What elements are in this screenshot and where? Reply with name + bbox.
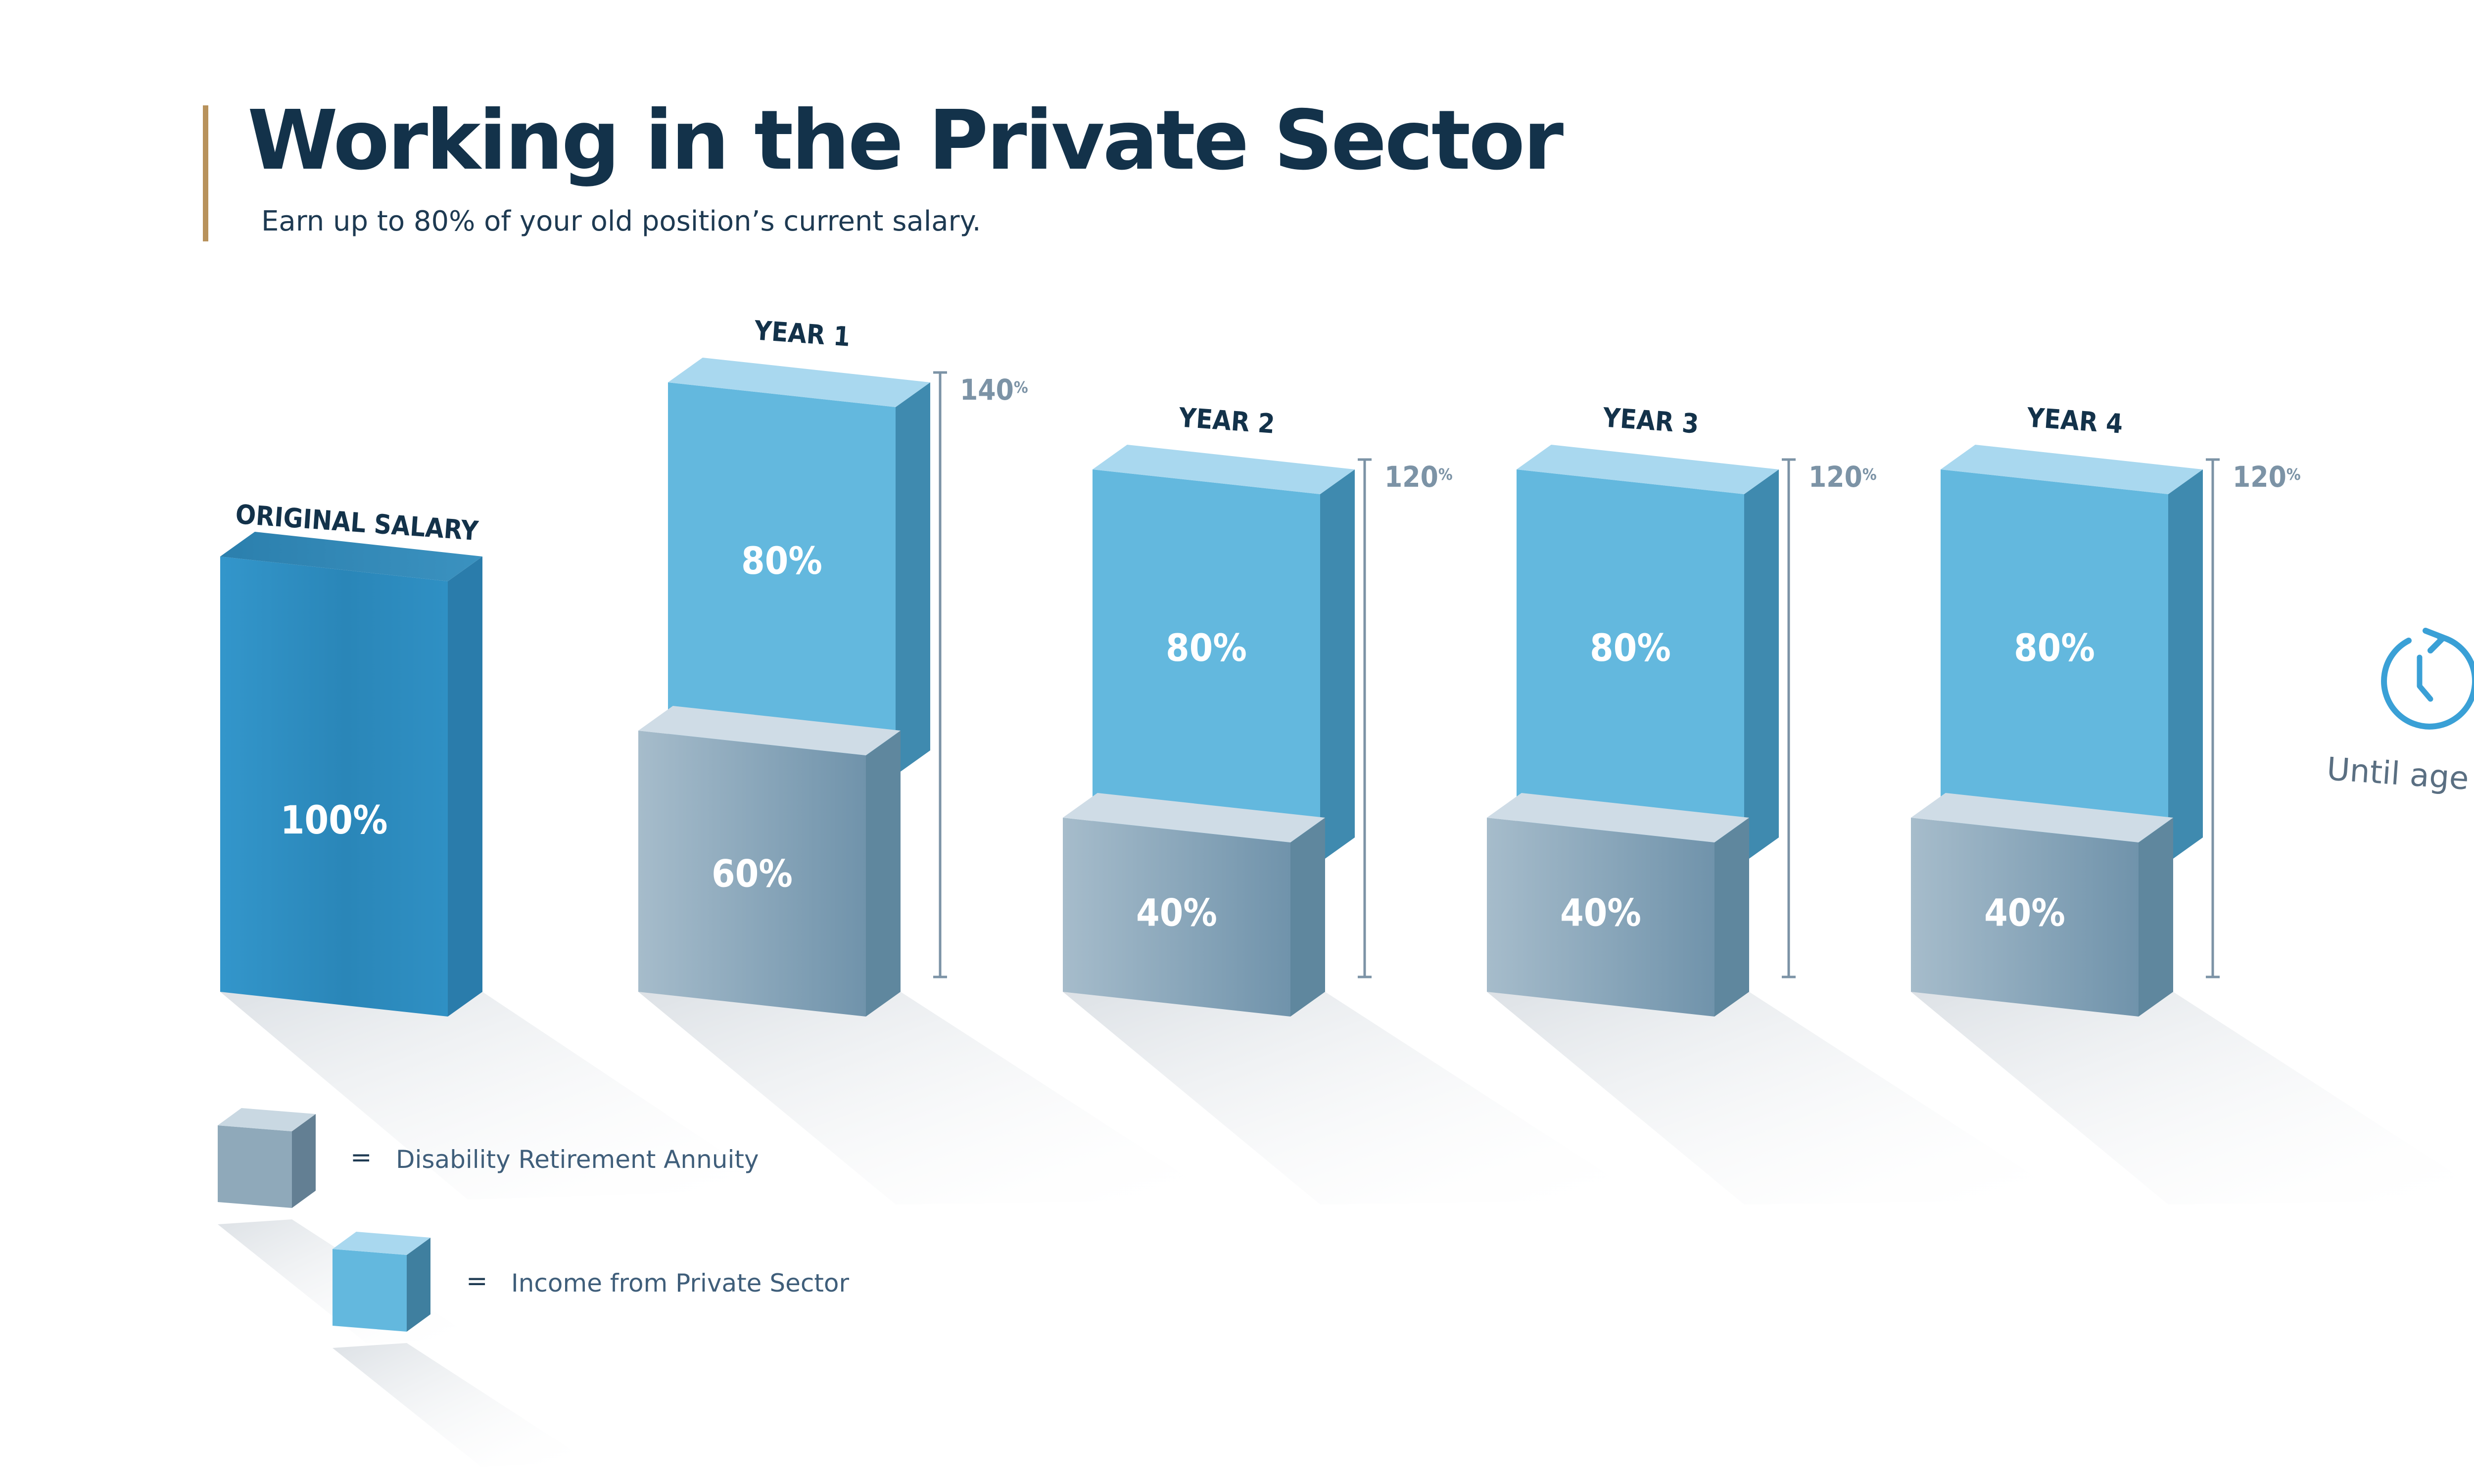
annuity-bar-side bbox=[866, 731, 901, 1017]
original-salary-bar-top bbox=[220, 532, 482, 581]
shadow bbox=[220, 992, 779, 1200]
value-label-annuity: 60% bbox=[712, 851, 793, 895]
private-sector-bar-top bbox=[1093, 445, 1355, 494]
private-sector-bar-top bbox=[1517, 445, 1779, 494]
annuity-bar-front bbox=[1911, 818, 2139, 1017]
annuity-bar-side bbox=[1290, 818, 1325, 1017]
total-label: 120% bbox=[2233, 460, 2301, 494]
bar-shadows bbox=[218, 992, 2474, 1467]
shadow bbox=[1063, 992, 1647, 1205]
clock-refresh-icon bbox=[2381, 628, 2474, 730]
legend-equals: = bbox=[466, 1266, 488, 1296]
value-label-annuity: 40% bbox=[1136, 891, 1217, 935]
private-sector-bar-side bbox=[2168, 469, 2203, 862]
total-label: 120% bbox=[1384, 460, 1453, 494]
legend-equals: = bbox=[350, 1143, 372, 1172]
annuity-bar-side bbox=[2139, 818, 2173, 1017]
legend-shadow bbox=[333, 1343, 590, 1467]
title-accent-bar bbox=[203, 105, 208, 241]
original-salary-bar-side bbox=[448, 556, 482, 1017]
page-title: Working in the Private Sector bbox=[247, 93, 1564, 188]
private-sector-bar-side bbox=[896, 382, 930, 775]
grey-cube-icon-top bbox=[218, 1108, 316, 1131]
shadow bbox=[638, 992, 1222, 1205]
annuity-bar-front bbox=[1487, 818, 1714, 1017]
annuity-bar-front bbox=[1063, 818, 1290, 1017]
private-sector-bar-side bbox=[1744, 469, 1779, 862]
total-label: 140% bbox=[960, 373, 1028, 407]
private-sector-bar-top bbox=[668, 358, 930, 407]
blue-cube-icon-top bbox=[333, 1232, 430, 1255]
annuity-bar-front bbox=[638, 731, 866, 1017]
original-salary-bar-front bbox=[220, 556, 448, 1017]
value-label-original: 100% bbox=[281, 798, 388, 843]
legend-swatches bbox=[218, 1108, 430, 1332]
annuity-bar-top bbox=[1063, 793, 1325, 842]
private-sector-bar-front bbox=[1517, 469, 1744, 862]
shadow bbox=[1911, 992, 2474, 1205]
value-label-annuity: 40% bbox=[1984, 891, 2065, 935]
private-sector-bar-front bbox=[1941, 469, 2168, 862]
private-sector-bar-front bbox=[668, 382, 896, 775]
category-label: YEAR 2 bbox=[1177, 402, 1276, 439]
annuity-bar-top bbox=[638, 706, 901, 755]
annuity-bar-top bbox=[1911, 793, 2173, 842]
blue-cube-icon-front bbox=[333, 1249, 407, 1332]
private-sector-bar-top bbox=[1941, 445, 2203, 494]
value-label-private: 80% bbox=[1166, 626, 1247, 670]
legend-label-annuity: Disability Retirement Annuity bbox=[396, 1145, 759, 1174]
grey-cube-icon-front bbox=[218, 1125, 292, 1208]
page-subtitle: Earn up to 80% of your old position’s cu… bbox=[261, 205, 981, 237]
grey-cube-icon-side bbox=[292, 1114, 316, 1208]
value-label-private: 80% bbox=[2014, 626, 2095, 670]
annuity-bar-side bbox=[1714, 818, 1749, 1017]
private-sector-bar-front bbox=[1093, 469, 1320, 862]
shadow bbox=[1487, 992, 2071, 1205]
total-label: 120% bbox=[1808, 460, 1877, 494]
blue-cube-icon-side bbox=[407, 1238, 430, 1332]
value-label-private: 80% bbox=[1590, 626, 1671, 670]
value-label-annuity: 40% bbox=[1560, 891, 1641, 935]
category-label: YEAR 3 bbox=[1601, 402, 1700, 439]
value-label-private: 80% bbox=[741, 539, 822, 583]
bars bbox=[220, 358, 2203, 1017]
private-sector-bar-side bbox=[1320, 469, 1355, 862]
annuity-bar-top bbox=[1487, 793, 1749, 842]
legend-label-private: Income from Private Sector bbox=[511, 1269, 850, 1298]
total-brackets bbox=[933, 371, 2220, 978]
category-label: YEAR 4 bbox=[2025, 402, 2124, 439]
category-label: YEAR 1 bbox=[753, 315, 851, 352]
